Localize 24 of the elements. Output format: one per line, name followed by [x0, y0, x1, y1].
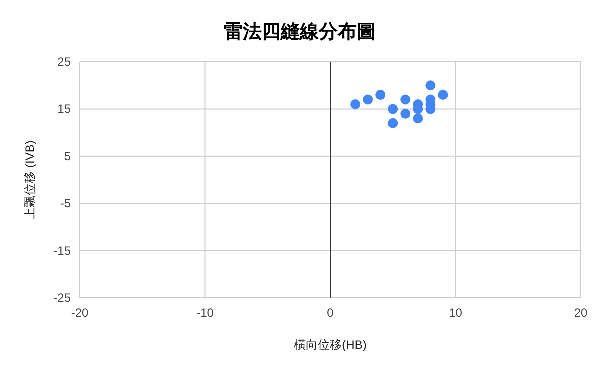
y-axis-title: 上飄位移 (IVB) — [23, 140, 37, 220]
point — [438, 90, 448, 100]
point — [400, 94, 411, 105]
y-tick-label: 15 — [58, 102, 72, 116]
point — [426, 80, 436, 91]
point — [376, 90, 386, 100]
y-tick-label: 5 — [64, 149, 72, 164]
x-axis-title: 橫向位移(HB) — [294, 338, 367, 352]
y-tick-label: -5 — [60, 196, 72, 211]
point — [413, 114, 424, 124]
x-tick-label: -20 — [71, 306, 89, 320]
x-tick-label: 10 — [449, 306, 463, 320]
point — [388, 118, 398, 128]
x-tick-label: 20 — [574, 306, 588, 320]
y-tick-label: 25 — [58, 55, 72, 69]
point — [363, 94, 374, 105]
chart-title: 雷法四縫線分布圖 — [224, 21, 376, 43]
x-tick-label: 0 — [327, 306, 334, 320]
point — [388, 104, 398, 114]
point — [400, 108, 411, 119]
point — [350, 99, 361, 110]
y-tick-label: -15 — [54, 244, 72, 258]
y-tick-label: -25 — [54, 291, 72, 305]
x-tick-label: -10 — [196, 306, 214, 320]
